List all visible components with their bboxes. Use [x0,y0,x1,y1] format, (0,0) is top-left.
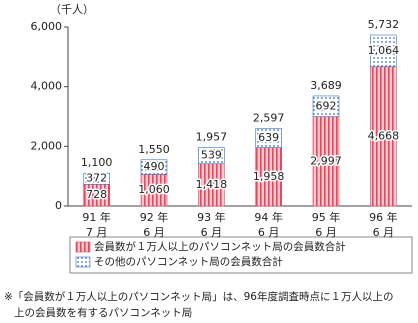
footnote: ※「会員数が１万人以上のパソコンネット局」は、96年度調査時点に１万人以上の [4,290,393,303]
value-label: 639 [258,131,279,144]
value-label: 692 [316,99,337,112]
bar-segment [370,66,397,207]
value-label: 490 [144,160,165,173]
x-tick-label: 93 年 [197,210,226,224]
y-tick-label: 2,000 [31,139,63,152]
legend-box [69,236,413,274]
x-tick-label: 91 年 [82,210,111,224]
value-label: 539 [201,149,222,162]
total-label: 3,689 [310,79,342,92]
value-label: 728 [86,188,107,201]
bar-segment [198,147,225,164]
legend-label: その他のパソコンネット局の会員数合計 [94,255,283,268]
bar-segment [83,172,110,185]
value-label: 1,064 [368,44,400,57]
x-tick-label: 6 月 [201,226,223,239]
x-tick-label: 92 年 [140,210,169,224]
total-label: 1,957 [196,131,228,144]
x-tick-label: 94 年 [254,210,283,224]
x-tick-label: 6 月 [315,226,337,239]
y-tick-label: 6,000 [31,20,63,33]
legend-swatch [75,241,91,253]
value-label: 372 [86,172,107,185]
total-label: 5,732 [368,18,400,31]
unit-label: （千人） [50,3,94,16]
x-tick-label: 7 月 [86,226,108,239]
x-tick-label: 6 月 [143,226,165,239]
legend-swatch [75,256,91,268]
x-tick-label: 6 月 [373,226,395,239]
legend-label: 会員数が１万人以上のパソコンネット局の会員数合計 [94,240,346,253]
x-tick-label: 6 月 [258,226,280,239]
value-label: 1,418 [196,178,228,191]
total-label: 1,100 [81,156,113,169]
footnote: 上の会員数を有するパソコンネット局 [14,306,192,319]
x-tick-label: 96 年 [369,210,398,224]
y-tick-label: 0 [55,199,62,212]
value-label: 1,060 [138,183,170,196]
bar-segment [370,34,397,68]
total-label: 2,597 [253,112,285,125]
value-label: 1,958 [253,170,285,183]
value-label: 2,997 [310,154,342,167]
value-label: 4,668 [368,129,400,142]
bar-segment [312,95,340,117]
bar-segment [140,174,168,207]
bar-segment [140,159,168,175]
x-tick-label: 95 年 [312,210,341,224]
y-tick-label: 4,000 [31,80,63,93]
total-label: 1,550 [138,143,170,156]
bar-segment [255,128,282,148]
